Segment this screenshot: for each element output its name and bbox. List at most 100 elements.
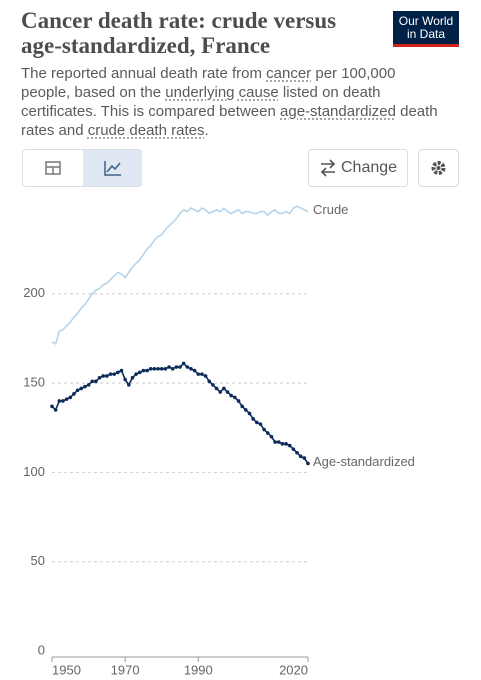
point bbox=[90, 379, 95, 384]
point bbox=[57, 399, 62, 403]
chart-icon bbox=[104, 161, 121, 176]
swap-icon bbox=[320, 159, 336, 177]
view-toggle bbox=[22, 149, 142, 187]
point bbox=[181, 361, 186, 366]
subtitle-link[interactable]: crude death rates bbox=[87, 122, 205, 139]
point bbox=[269, 434, 274, 439]
y-tick-label: 0 bbox=[38, 642, 45, 657]
point bbox=[236, 399, 241, 403]
point bbox=[298, 454, 303, 459]
point bbox=[262, 427, 266, 432]
subtitle-text: certificates. This is compared between bbox=[21, 103, 281, 120]
point bbox=[200, 372, 204, 376]
point bbox=[306, 461, 310, 466]
line bbox=[51, 205, 309, 345]
point bbox=[72, 392, 76, 396]
point bbox=[108, 372, 113, 376]
point bbox=[130, 375, 135, 380]
point bbox=[170, 367, 175, 371]
point bbox=[225, 390, 230, 394]
point bbox=[185, 365, 190, 369]
subtitle-text: The reported annual death rate from bbox=[21, 65, 267, 82]
point bbox=[233, 395, 237, 400]
point bbox=[291, 447, 296, 451]
chart-tab[interactable] bbox=[83, 150, 142, 186]
point bbox=[240, 404, 244, 409]
point bbox=[97, 375, 102, 380]
point bbox=[284, 442, 288, 446]
subtitle-text: people, based on the bbox=[21, 84, 166, 101]
point bbox=[218, 390, 223, 394]
change-label: Change bbox=[341, 159, 398, 176]
point bbox=[127, 383, 131, 387]
point bbox=[207, 379, 212, 384]
subtitle: The reported annual death rate from canc… bbox=[21, 64, 461, 140]
point bbox=[86, 383, 91, 387]
x-tick-label: 1950 bbox=[52, 662, 81, 677]
x-tick-label: 1990 bbox=[184, 662, 213, 677]
point bbox=[196, 372, 201, 376]
subtitle-text: . bbox=[204, 122, 209, 139]
point bbox=[159, 367, 164, 371]
point bbox=[229, 393, 233, 398]
point bbox=[273, 440, 277, 444]
point bbox=[105, 374, 109, 378]
subtitle-link[interactable]: cancer bbox=[266, 65, 312, 82]
point bbox=[134, 372, 138, 376]
point bbox=[163, 367, 168, 371]
point bbox=[50, 404, 54, 409]
logo-text: in Data bbox=[406, 27, 446, 41]
point bbox=[276, 440, 281, 444]
series-label: Age-standardized bbox=[313, 454, 415, 469]
point bbox=[94, 379, 98, 384]
point bbox=[152, 367, 157, 371]
logo[interactable]: Our World in Data bbox=[393, 11, 459, 47]
point bbox=[53, 408, 58, 412]
table-icon bbox=[45, 161, 61, 175]
table-tab[interactable] bbox=[23, 150, 83, 186]
point bbox=[83, 384, 87, 389]
point bbox=[145, 368, 149, 373]
subtitle-text: death bbox=[395, 103, 438, 120]
subtitle-text: listed on death bbox=[278, 84, 381, 101]
y-tick-label: 150 bbox=[23, 375, 45, 390]
point bbox=[123, 377, 127, 382]
point bbox=[280, 442, 285, 446]
x-tick-label: 1970 bbox=[111, 662, 140, 677]
logo-text: Our World bbox=[398, 14, 454, 28]
point bbox=[148, 367, 153, 371]
point bbox=[211, 383, 215, 387]
point bbox=[302, 456, 307, 460]
subtitle-link[interactable]: underlying cause bbox=[165, 84, 279, 101]
line bbox=[51, 362, 309, 464]
point bbox=[116, 370, 120, 375]
y-tick-label: 200 bbox=[23, 285, 45, 300]
point bbox=[167, 365, 171, 369]
change-button[interactable]: Change bbox=[308, 149, 408, 187]
point bbox=[247, 411, 252, 416]
title: Cancer death rate: crude versus age-stand… bbox=[21, 8, 336, 58]
point bbox=[203, 374, 208, 378]
point bbox=[244, 408, 248, 412]
point bbox=[214, 386, 219, 391]
point bbox=[68, 395, 73, 400]
point bbox=[254, 420, 259, 425]
gear-icon bbox=[431, 161, 446, 175]
point bbox=[192, 368, 197, 373]
subtitle-link[interactable]: age-standardized bbox=[280, 103, 396, 120]
point bbox=[295, 450, 299, 455]
settings-button[interactable] bbox=[418, 149, 459, 187]
point bbox=[178, 365, 182, 369]
point bbox=[137, 370, 142, 375]
y-tick-label: 50 bbox=[31, 553, 45, 568]
point bbox=[112, 372, 116, 376]
point bbox=[287, 443, 292, 448]
title-line: Cancer death rate: crude versus bbox=[21, 8, 337, 33]
point bbox=[79, 386, 84, 391]
point bbox=[75, 388, 80, 393]
point bbox=[251, 417, 255, 421]
point bbox=[101, 374, 105, 378]
x-tick-label: 2020 bbox=[279, 662, 308, 677]
